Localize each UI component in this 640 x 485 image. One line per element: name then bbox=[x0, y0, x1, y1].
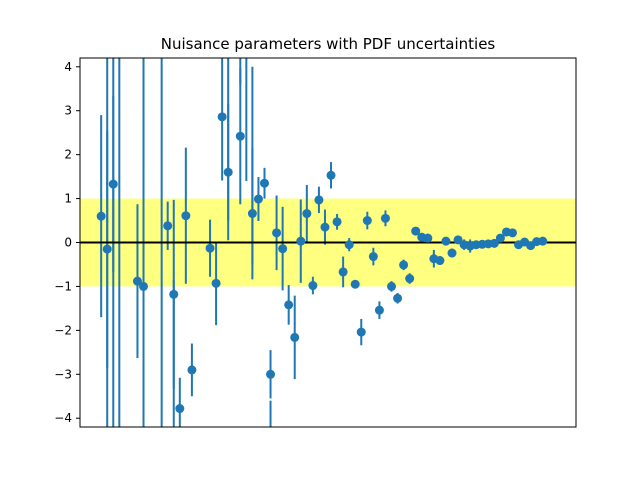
data-point bbox=[362, 216, 372, 226]
data-point bbox=[163, 221, 173, 231]
data-point bbox=[411, 226, 421, 236]
data-point bbox=[495, 233, 505, 243]
axes: −4 −3 −2 −1 0 1 2 3 4 bbox=[54, 57, 577, 428]
data-point bbox=[338, 267, 348, 277]
data-point bbox=[368, 252, 378, 262]
y-tick-label: 3 bbox=[64, 104, 72, 118]
data-point bbox=[187, 365, 197, 375]
y-tick-label: 1 bbox=[64, 192, 72, 206]
y-tick-label: −3 bbox=[54, 367, 72, 381]
data-point bbox=[489, 238, 499, 248]
data-point bbox=[132, 276, 142, 286]
data-point bbox=[205, 243, 215, 253]
data-point bbox=[356, 327, 366, 337]
y-tick-label: 2 bbox=[64, 148, 72, 162]
data-point bbox=[96, 211, 106, 221]
data-point bbox=[380, 213, 390, 223]
data-point bbox=[405, 274, 415, 284]
data-point bbox=[387, 281, 397, 291]
data-point bbox=[314, 195, 324, 205]
y-tick-label: −1 bbox=[54, 279, 72, 293]
data-point bbox=[393, 293, 403, 303]
data-point bbox=[308, 281, 318, 291]
data-point bbox=[175, 404, 185, 414]
data-point bbox=[181, 211, 191, 221]
data-point bbox=[266, 369, 276, 379]
data-point bbox=[447, 248, 457, 258]
data-point bbox=[217, 112, 227, 122]
data-point bbox=[253, 194, 263, 204]
data-point bbox=[374, 305, 384, 315]
data-point bbox=[538, 236, 548, 246]
data-point bbox=[423, 233, 433, 243]
data-point bbox=[223, 167, 233, 177]
data-point bbox=[453, 235, 463, 245]
data-point bbox=[284, 300, 294, 310]
data-point bbox=[139, 281, 149, 291]
y-tick-label: −4 bbox=[54, 411, 72, 425]
data-point bbox=[169, 289, 179, 299]
y-tick-label: −2 bbox=[54, 323, 72, 337]
data-point bbox=[272, 228, 282, 238]
data-point bbox=[320, 222, 330, 232]
data-point bbox=[344, 240, 354, 250]
data-point bbox=[247, 209, 257, 219]
data-point bbox=[441, 236, 451, 246]
data-point bbox=[507, 228, 517, 238]
data-point bbox=[302, 209, 312, 219]
data-point bbox=[296, 236, 306, 246]
chart-title: Nuisance parameters with PDF uncertainti… bbox=[161, 35, 496, 53]
data-point bbox=[435, 256, 445, 266]
plot-area bbox=[80, 58, 576, 427]
y-tick-label: 4 bbox=[64, 60, 72, 74]
data-point bbox=[350, 279, 360, 289]
data-point bbox=[108, 179, 118, 189]
data-point bbox=[290, 332, 300, 342]
data-point bbox=[102, 244, 112, 254]
y-tick-label: 0 bbox=[64, 236, 72, 250]
data-point bbox=[399, 260, 409, 270]
data-point bbox=[326, 170, 336, 180]
data-point bbox=[259, 178, 269, 188]
data-point bbox=[332, 217, 342, 227]
data-point bbox=[235, 131, 245, 141]
data-point bbox=[278, 244, 288, 254]
data-point bbox=[211, 278, 221, 288]
